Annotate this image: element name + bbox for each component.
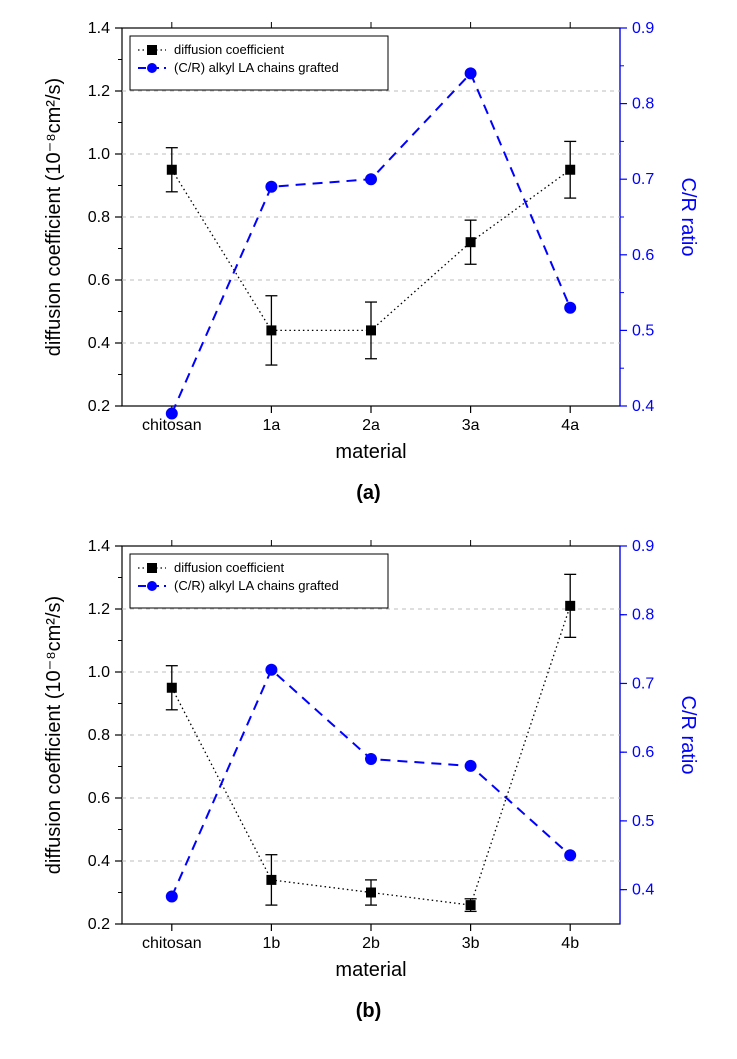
- svg-text:0.6: 0.6: [88, 790, 110, 807]
- svg-text:1.0: 1.0: [88, 664, 110, 681]
- svg-text:0.2: 0.2: [88, 916, 110, 933]
- svg-text:1a: 1a: [263, 417, 281, 434]
- svg-text:diffusion coefficient (10⁻⁸cm²: diffusion coefficient (10⁻⁸cm²/s): [43, 596, 65, 874]
- svg-text:1b: 1b: [263, 935, 281, 952]
- svg-text:0.8: 0.8: [632, 96, 654, 113]
- svg-text:0.6: 0.6: [88, 272, 110, 289]
- svg-text:1.4: 1.4: [88, 20, 110, 37]
- svg-text:diffusion coefficient (10⁻⁸cm²: diffusion coefficient (10⁻⁸cm²/s): [43, 78, 65, 356]
- svg-text:0.6: 0.6: [632, 744, 654, 761]
- svg-text:C/R ratio: C/R ratio: [677, 696, 699, 775]
- svg-text:(C/R) alkyl LA chains grafted: (C/R) alkyl LA chains grafted: [174, 60, 339, 75]
- svg-text:material: material: [335, 441, 406, 463]
- svg-text:0.2: 0.2: [88, 398, 110, 415]
- svg-text:4a: 4a: [561, 417, 579, 434]
- svg-text:0.9: 0.9: [632, 20, 654, 37]
- chart-panel-b: 0.2 0.4 0.6 0.8 1.0 1.2 1.4 0.4 0.5 0.6 0.7 0.8 0.9 c…: [30, 532, 707, 1022]
- svg-text:1.0: 1.0: [88, 146, 110, 163]
- svg-text:3b: 3b: [462, 935, 480, 952]
- svg-text:0.9: 0.9: [632, 538, 654, 555]
- svg-text:C/R ratio: C/R ratio: [677, 178, 699, 257]
- svg-text:1.4: 1.4: [88, 538, 110, 555]
- svg-text:diffusion coefficient: diffusion coefficient: [174, 42, 284, 57]
- svg-text:0.4: 0.4: [632, 882, 654, 899]
- panel-label-b: (b): [30, 1000, 707, 1023]
- chart-svg-a: 0.20.40.60.81.01.21.40.40.50.60.70.80.9c…: [30, 14, 707, 479]
- svg-text:0.6: 0.6: [632, 247, 654, 264]
- svg-text:0.4: 0.4: [88, 335, 110, 352]
- svg-text:0.5: 0.5: [632, 322, 654, 339]
- svg-text:0.4: 0.4: [632, 398, 654, 415]
- chart-svg-b: 0.2 0.4 0.6 0.8 1.0 1.2 1.4 0.4 0.5 0.6 0.7 0.8 0.9 c…: [30, 532, 707, 997]
- svg-text:1.2: 1.2: [88, 83, 110, 100]
- chart-panel-a: 0.20.40.60.81.01.21.40.40.50.60.70.80.9c…: [30, 14, 707, 504]
- svg-text:0.8: 0.8: [88, 727, 110, 744]
- svg-text:(C/R) alkyl LA chains grafted: (C/R) alkyl LA chains grafted: [174, 578, 339, 593]
- panel-label-a: (a): [30, 482, 707, 505]
- svg-text:2a: 2a: [362, 417, 380, 434]
- svg-text:1.2: 1.2: [88, 601, 110, 618]
- svg-text:chitosan: chitosan: [142, 935, 202, 952]
- svg-text:4b: 4b: [561, 935, 579, 952]
- svg-text:3a: 3a: [462, 417, 480, 434]
- chart-page: 0.2 0.4 0.6 0.8 1.0 1.2 1.4 0.4 0.5 0.6 0.7 0.8 0.9 c…: [0, 0, 737, 1059]
- svg-text:0.8: 0.8: [632, 607, 654, 624]
- svg-text:0.7: 0.7: [632, 171, 654, 188]
- svg-text:0.7: 0.7: [632, 675, 654, 692]
- svg-text:0.4: 0.4: [88, 853, 110, 870]
- svg-text:material: material: [335, 959, 406, 981]
- svg-text:2b: 2b: [362, 935, 380, 952]
- svg-text:diffusion coefficient: diffusion coefficient: [174, 560, 284, 575]
- svg-text:0.5: 0.5: [632, 813, 654, 830]
- svg-text:0.8: 0.8: [88, 209, 110, 226]
